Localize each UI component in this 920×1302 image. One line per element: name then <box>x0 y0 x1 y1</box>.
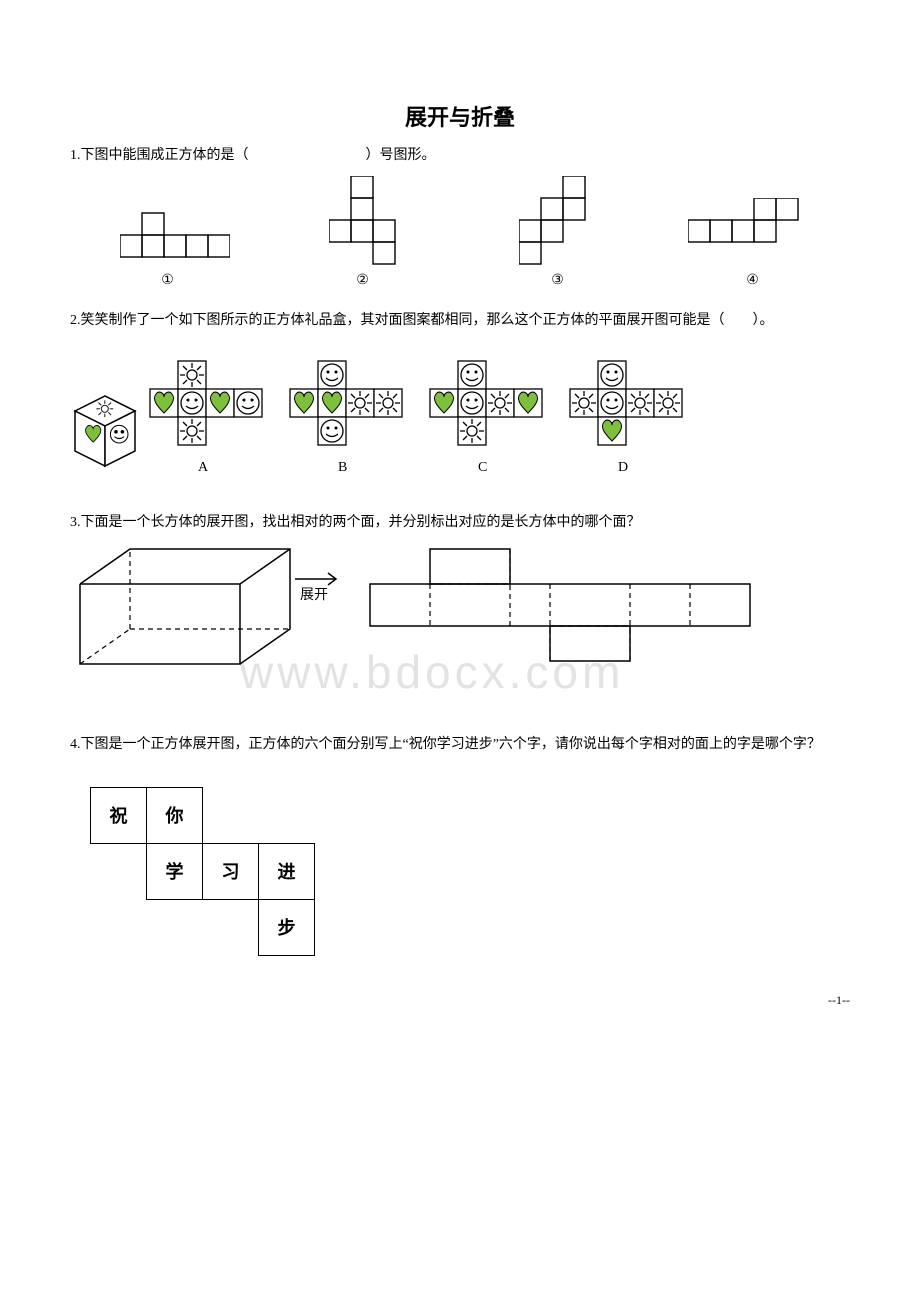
q1-fig-1 <box>120 211 230 266</box>
q1-text-b: ）号图形。 <box>366 148 436 163</box>
q1-labels: ① ② ③ ④ <box>70 272 850 289</box>
q4-cell-6: 步 <box>258 899 315 956</box>
svg-text:B: B <box>338 460 347 475</box>
q3-text: 3.下面是一个长方体的展开图，找出相对的两个面，并分别标出对应的是长方体中的哪个… <box>70 511 850 535</box>
q2-text: 2.笑笑制作了一个如下图所示的正方体礼品盒，其对面图案都相同，那么这个正方体的平… <box>70 309 850 333</box>
q4-figure: 祝 你 学 习 进 步 <box>90 787 330 958</box>
q2-figure: A B C <box>70 351 850 501</box>
q1-text: 1.下图中能围成正方体的是（ ）号图形。 <box>70 144 850 168</box>
svg-text:C: C <box>478 460 487 475</box>
q4-cell-3: 学 <box>146 843 203 900</box>
q1-label-4: ④ <box>693 272 813 289</box>
q4-cell-1: 祝 <box>90 787 147 844</box>
q1-fig-3 <box>519 176 589 266</box>
q4-cell-4: 习 <box>202 843 259 900</box>
page-title: 展开与折叠 <box>70 100 850 132</box>
q4-cell-5: 进 <box>258 843 315 900</box>
q4-cell-2: 你 <box>146 787 203 844</box>
q1-text-a: 1.下图中能围成正方体的是（ <box>70 148 249 163</box>
q1-label-1: ① <box>108 272 228 289</box>
q1-figures <box>70 176 850 266</box>
q1-label-2: ② <box>303 272 423 289</box>
page-number: --1-- <box>828 993 850 1008</box>
q1-label-3: ③ <box>498 272 618 289</box>
q3-figure: 展开 <box>70 544 850 699</box>
svg-text:D: D <box>618 460 628 475</box>
q1-fig-2 <box>329 176 419 266</box>
q4-text: 4.下图是一个正方体展开图，正方体的六个面分别写上“祝你学习进步”六个字，请你说… <box>70 729 850 761</box>
svg-text:A: A <box>198 460 209 475</box>
q1-fig-4 <box>688 198 800 266</box>
q3-unfold-label: 展开 <box>300 588 328 603</box>
